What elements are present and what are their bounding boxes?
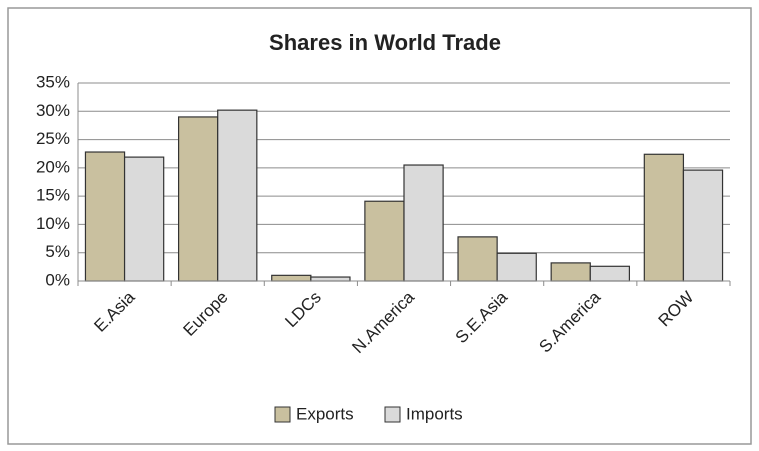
y-tick-label: 20%: [36, 157, 70, 176]
bar: [403, 164, 444, 282]
bar: [271, 274, 312, 282]
y-tick-label: 30%: [36, 101, 70, 120]
bar: [364, 200, 405, 282]
y-tick-label: 10%: [36, 214, 70, 233]
y-tick-label: 25%: [36, 129, 70, 148]
bar: [457, 236, 498, 282]
legend-swatch: [274, 406, 291, 423]
bar: [84, 151, 126, 282]
chart-title: Shares in World Trade: [269, 30, 501, 55]
bar: [550, 262, 591, 282]
bar: [177, 116, 219, 282]
legend-label: Imports: [406, 404, 463, 423]
bar: [123, 156, 165, 282]
bar: [310, 276, 351, 282]
legend-swatch: [384, 406, 401, 423]
bar: [643, 153, 685, 282]
bar: [496, 252, 537, 282]
y-tick-label: 15%: [36, 186, 70, 205]
y-tick-label: 5%: [45, 242, 70, 261]
y-tick-label: 0%: [45, 270, 70, 289]
bar: [682, 169, 724, 282]
y-tick-label: 35%: [36, 72, 70, 91]
bar: [217, 109, 258, 282]
bar: [589, 265, 631, 282]
legend-label: Exports: [296, 404, 354, 423]
